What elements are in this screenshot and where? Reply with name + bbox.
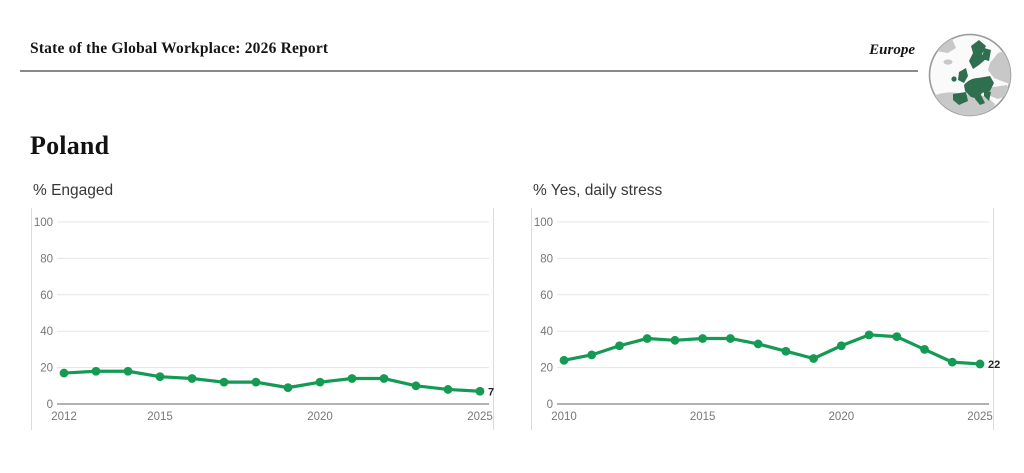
svg-text:2025: 2025 <box>467 411 493 423</box>
svg-text:2010: 2010 <box>551 411 577 423</box>
engaged-chart: % Engaged 0 20 40 60 80 100 2012 2015 2020 2025 7 <box>31 181 494 430</box>
svg-text:2020: 2020 <box>829 411 855 423</box>
svg-text:100: 100 <box>34 217 53 229</box>
svg-text:2015: 2015 <box>690 411 716 423</box>
svg-text:0: 0 <box>47 399 53 411</box>
engaged-chart-canvas: 0 20 40 60 80 100 2012 2015 2020 2025 7 <box>31 208 494 430</box>
chart-title-engaged: % Engaged <box>33 182 114 199</box>
chart-title-stress: % Yes, daily stress <box>533 182 663 199</box>
svg-text:60: 60 <box>540 290 553 302</box>
svg-text:2015: 2015 <box>147 411 173 423</box>
svg-text:20: 20 <box>540 363 553 375</box>
svg-text:7: 7 <box>488 386 494 398</box>
svg-text:100: 100 <box>534 217 553 229</box>
svg-text:80: 80 <box>540 253 553 265</box>
europe-map-icon <box>928 33 1012 117</box>
svg-text:2025: 2025 <box>967 411 993 423</box>
svg-text:22: 22 <box>988 359 1000 371</box>
svg-text:60: 60 <box>40 290 53 302</box>
stress-chart: % Yes, daily stress 0 20 40 60 80 100 2010 2015… <box>531 181 1000 430</box>
svg-text:2020: 2020 <box>307 411 333 423</box>
svg-text:20: 20 <box>40 363 53 375</box>
report-title: State of the Global Workplace: 2026 Repo… <box>30 40 329 57</box>
stress-chart-canvas: 0 20 40 60 80 100 2010 2015 2020 2025 22 <box>531 208 1000 430</box>
country-heading: Poland <box>30 131 110 160</box>
svg-text:80: 80 <box>40 253 53 265</box>
svg-text:0: 0 <box>547 399 553 411</box>
svg-text:2012: 2012 <box>51 411 77 423</box>
region-label: Europe <box>869 42 915 58</box>
svg-text:40: 40 <box>40 326 53 338</box>
svg-text:40: 40 <box>540 326 553 338</box>
header-rule <box>20 70 918 72</box>
